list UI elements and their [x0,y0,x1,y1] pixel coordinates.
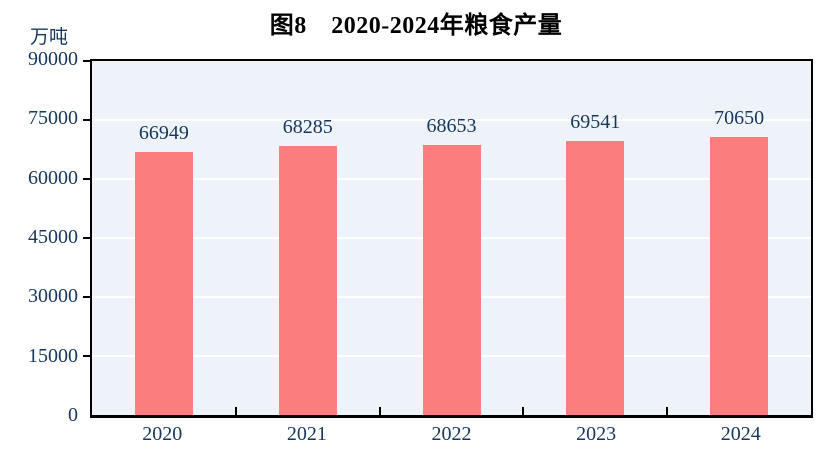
bar [422,144,481,415]
plot-area: 66949 68285 68653 69541 70650 [83,59,813,418]
x-axis-label: 2023 [576,423,617,445]
bar-value-label: 68285 [282,116,333,139]
y-axis-tick [83,119,90,121]
bar-value-label: 66949 [138,121,189,144]
bar-value-label: 68653 [426,114,477,137]
y-axis-tick-label: 75000 [28,107,78,130]
y-axis-tick-label: 30000 [28,285,78,308]
chart-title: 图8 2020-2024年粮食产量 [269,13,563,39]
y-axis-tick [83,237,90,239]
x-axis-label: 2020 [142,423,183,445]
x-axis-tick-labels: 2020 2021 2022 2023 2024 [90,424,813,452]
y-axis-tick-label: 45000 [28,226,78,248]
x-axis-label: 2021 [286,423,327,445]
y-axis-tick-label: 60000 [28,166,78,189]
y-axis-tick-label: 90000 [28,48,78,70]
bar [710,137,769,415]
y-axis-tick-label: 0 [68,404,78,426]
bar-value-label: 70650 [714,107,765,130]
bar-value-label: 69541 [570,111,621,134]
y-axis-tick [83,60,90,62]
x-axis-tick [378,407,381,415]
x-axis-tick [666,407,669,415]
y-axis-unit-label: 万吨 [30,27,69,48]
x-axis-tick [234,407,237,415]
x-axis-label: 2024 [720,423,761,445]
x-axis-tick [522,407,525,415]
bar [566,141,625,415]
y-axis-tick [83,178,90,181]
bar [134,151,193,415]
gridline [92,119,811,121]
y-axis-tick-labels: 0 15000 30000 45000 60000 75000 90000 [0,49,78,425]
y-axis-tick-label: 15000 [28,344,78,367]
x-axis-label: 2022 [431,423,472,445]
bar [278,146,337,415]
y-axis-tick [83,296,90,299]
y-axis-tick [83,355,90,358]
